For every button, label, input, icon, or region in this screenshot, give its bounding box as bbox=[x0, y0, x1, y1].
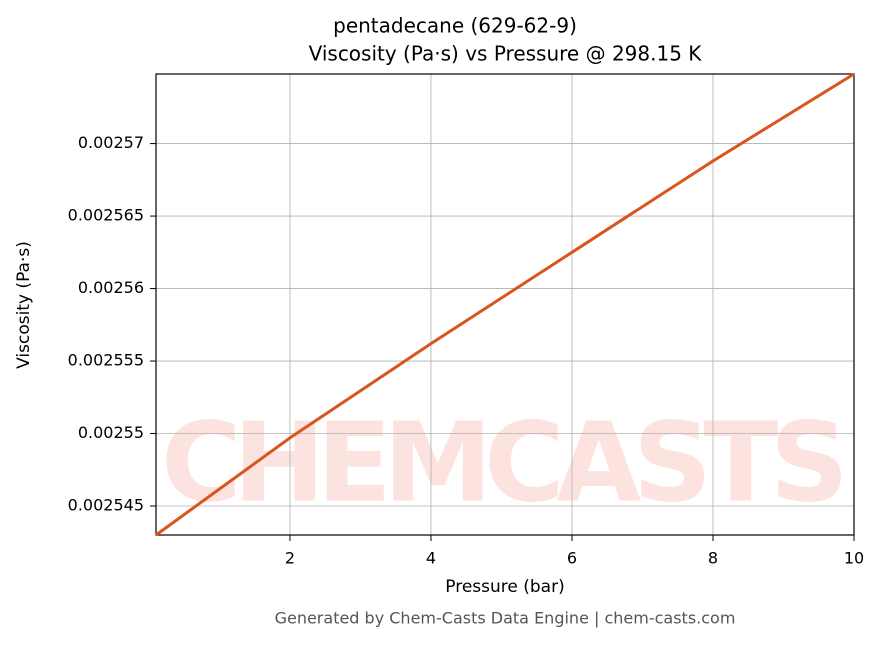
y-tick-label: 0.002555 bbox=[68, 351, 144, 370]
y-tick-label: 0.00257 bbox=[78, 133, 144, 152]
x-tick-label: 6 bbox=[567, 549, 577, 568]
y-tick-label: 0.00255 bbox=[78, 423, 144, 442]
footer: Generated by Chem-Casts Data Engine | ch… bbox=[275, 609, 736, 628]
x-axis-label: Pressure (bar) bbox=[445, 577, 564, 597]
plot-frame bbox=[155, 73, 855, 536]
y-tick-label: 0.002565 bbox=[68, 206, 144, 225]
watermark: CHEMCASTS bbox=[161, 398, 849, 526]
x-tick-label: 4 bbox=[426, 549, 436, 568]
chart-subtitle: Viscosity (Pa·s) vs Pressure @ 298.15 K bbox=[309, 42, 703, 66]
x-tick-label: 2 bbox=[285, 549, 295, 568]
y-tick-label: 0.00256 bbox=[78, 278, 144, 297]
y-tick-label: 0.002545 bbox=[68, 496, 144, 515]
x-tick-label: 8 bbox=[708, 549, 718, 568]
y-axis-label: Viscosity (Pa·s) bbox=[14, 241, 34, 369]
x-tick-label: 10 bbox=[844, 549, 864, 568]
chart-title: pentadecane (629-62-9) bbox=[333, 14, 577, 38]
data-line bbox=[155, 72, 855, 537]
